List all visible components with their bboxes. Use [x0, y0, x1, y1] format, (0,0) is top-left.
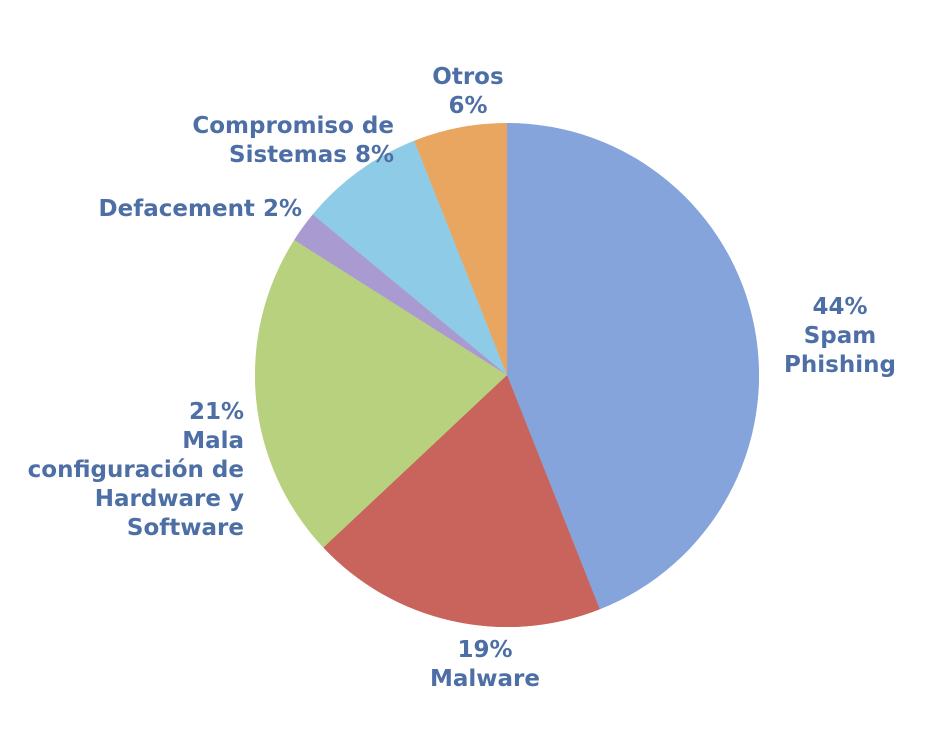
slice-label: Defacement 2%	[40, 195, 302, 224]
pie-slice-shade	[507, 123, 760, 610]
pie-slice-shade	[294, 214, 507, 375]
percent-label: 19%	[457, 637, 513, 663]
category-name: Compromiso de Sistemas	[192, 113, 394, 168]
pie-slice-shade	[312, 140, 507, 375]
category-name: Defacement	[98, 196, 255, 222]
percent-label: 6%	[448, 93, 488, 119]
pie-slice-shade	[414, 123, 507, 375]
category-name: Spam Phishing	[784, 323, 896, 378]
category-name: Mala configuración de Hardware y Softwar…	[27, 428, 244, 541]
category-name: Otros	[432, 64, 504, 90]
slice-label: Compromiso de Sistemas 8%	[140, 112, 394, 170]
slice-label: Otros 6%	[398, 63, 538, 121]
slice-label: 44% Spam Phishing	[770, 293, 910, 380]
category-name: Malware	[429, 666, 540, 692]
percent-label: 2%	[262, 196, 302, 222]
percent-label: 21%	[188, 399, 244, 425]
pie-slice-shade	[254, 239, 507, 548]
slice-label: 19% Malware	[395, 636, 575, 694]
pie-slice-shade	[323, 375, 600, 627]
slice-label: 21% Mala configuración de Hardware y Soft…	[20, 398, 244, 543]
percent-label: 8%	[354, 142, 394, 168]
percent-label: 44%	[812, 294, 868, 320]
